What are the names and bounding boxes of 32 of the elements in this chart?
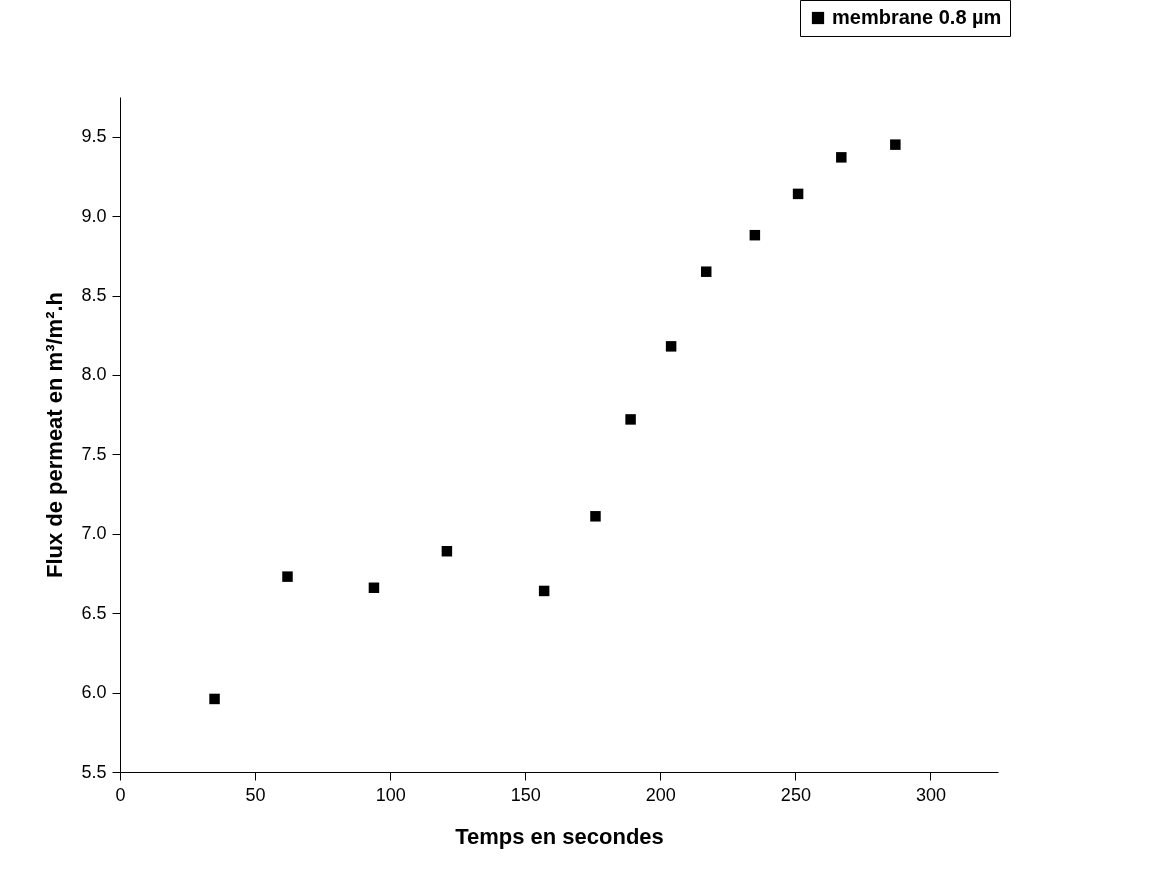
- point: [890, 139, 901, 150]
- point: [368, 582, 380, 594]
- y-tick-label: 8.0: [81, 364, 107, 385]
- y-axis-title: Flux de permeat en m³/m².h: [42, 291, 68, 579]
- x-tick-label: 200: [645, 784, 676, 805]
- x-tick-label: 0: [115, 784, 126, 805]
- point: [836, 152, 847, 163]
- y-tick-label: 5.5: [81, 761, 107, 782]
- point: [282, 571, 293, 582]
- point: [749, 229, 761, 241]
- x-tick-label: 100: [375, 784, 406, 805]
- point: [209, 693, 220, 705]
- point: [792, 188, 804, 200]
- y-tick-label: 6.5: [81, 602, 107, 623]
- x-tick-label: 250: [780, 784, 811, 805]
- y-tick-label: 8.5: [81, 285, 107, 306]
- y-tick-label: 7.0: [81, 523, 107, 544]
- x-tick-label: 300: [915, 784, 946, 805]
- point: [590, 511, 601, 522]
- y-tick-label: 9.0: [81, 205, 107, 226]
- x-tick-label: 150: [510, 784, 541, 805]
- y-tick-label: 7.5: [81, 443, 107, 464]
- x-tick-label: 50: [245, 784, 266, 805]
- y-tick-label: 9.5: [81, 126, 107, 147]
- point: [441, 545, 453, 557]
- legend-label: membrane 0.8 µm: [832, 6, 1002, 28]
- point: [625, 414, 636, 425]
- point: [538, 585, 550, 597]
- y-tick-label: 6.0: [81, 682, 107, 703]
- point: [665, 341, 677, 352]
- x-axis-title: Temps en secondes: [455, 823, 664, 849]
- point: [700, 266, 712, 277]
